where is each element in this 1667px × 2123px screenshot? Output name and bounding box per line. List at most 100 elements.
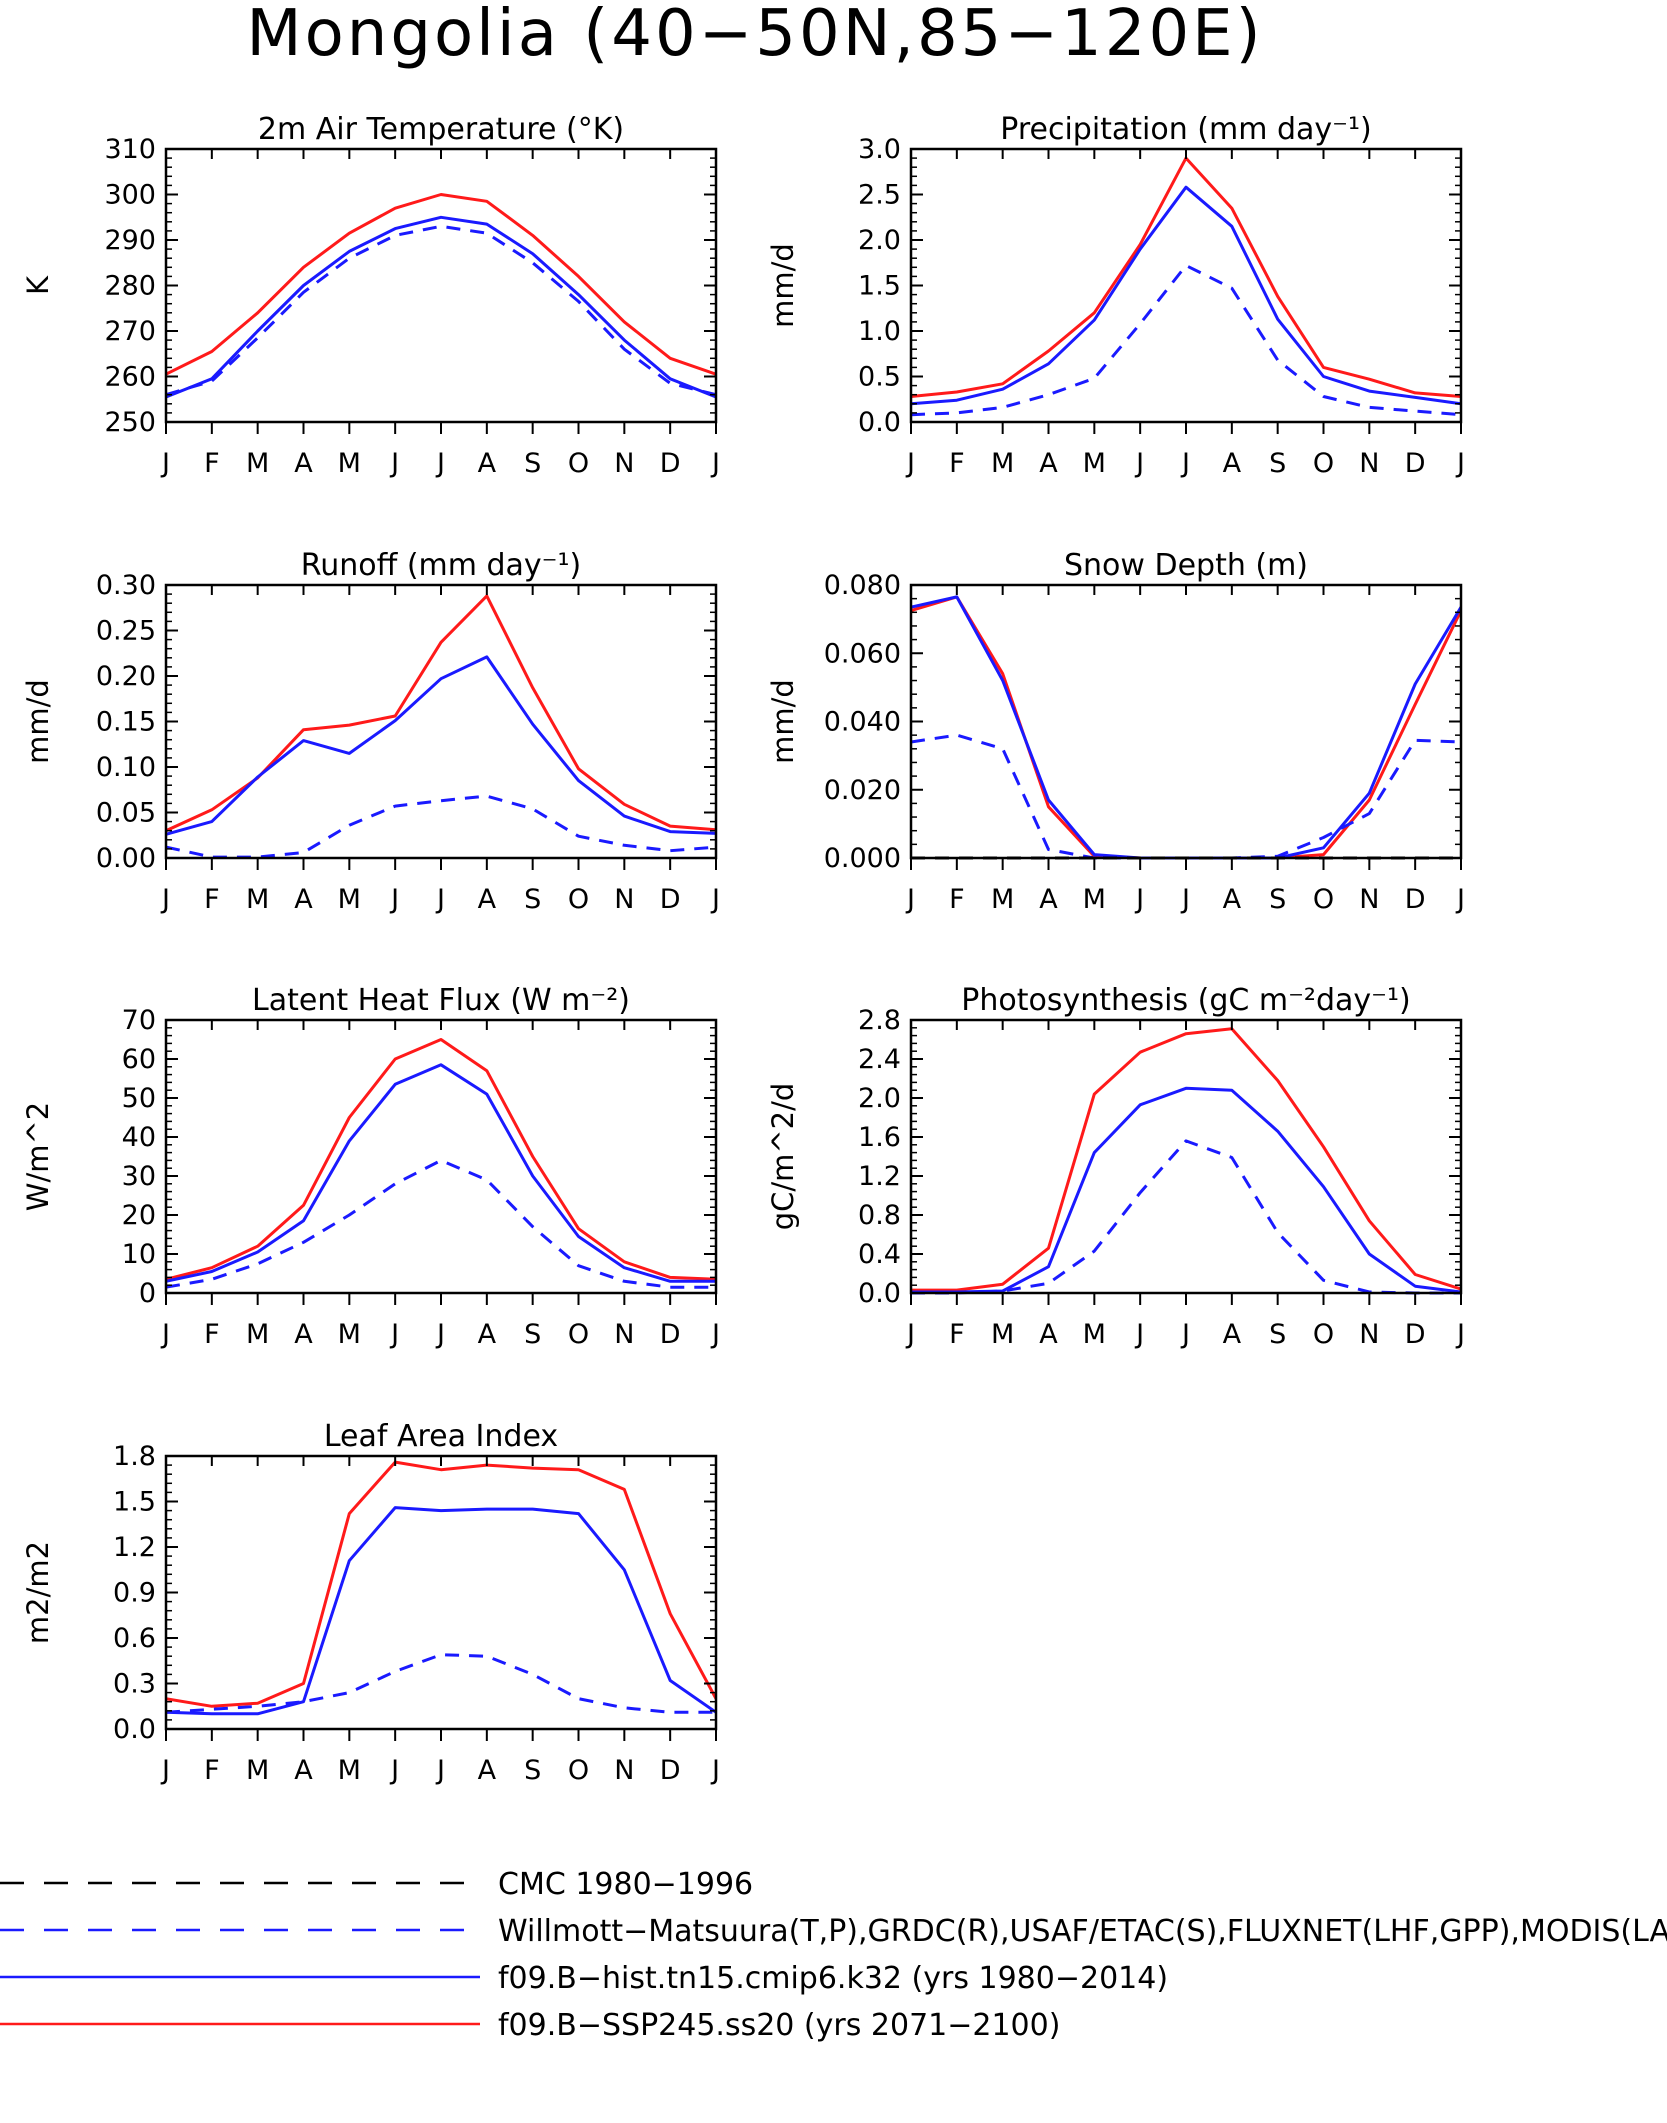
y-tick-label: 0.0 bbox=[113, 1714, 156, 1745]
x-tick-label: M bbox=[246, 1755, 269, 1786]
y-tick-label: 0 bbox=[139, 1278, 156, 1309]
x-tick-label: J bbox=[389, 1319, 399, 1350]
y-tick-label: 2.8 bbox=[858, 1005, 901, 1036]
y-tick-label: 0.15 bbox=[96, 707, 156, 738]
panel-title: Latent Heat Flux (W m⁻²) bbox=[252, 983, 630, 1018]
series-line-solid-0 bbox=[166, 193, 716, 376]
x-tick-label: J bbox=[905, 448, 915, 479]
y-axis-label: m2/m2 bbox=[21, 1541, 55, 1644]
x-tick-label: A bbox=[478, 884, 497, 915]
y-tick-label: 290 bbox=[104, 225, 156, 256]
x-tick-label: S bbox=[1269, 884, 1286, 915]
series-line-dashed-2 bbox=[166, 794, 716, 859]
y-tick-label: 0.020 bbox=[824, 775, 901, 806]
plot-frame bbox=[909, 1018, 1463, 1295]
x-tick-label: M bbox=[991, 884, 1014, 915]
y-axis-label: gC/m^2/d bbox=[766, 1083, 800, 1231]
x-tick-label: A bbox=[1223, 448, 1242, 479]
panel-runoff-mm-day: 0.000.050.100.150.200.250.30J F M A M J J A S O N D… bbox=[21, 548, 720, 915]
y-tick-label: 300 bbox=[104, 180, 156, 211]
x-tick-label: D bbox=[660, 884, 681, 915]
series-group bbox=[166, 594, 716, 859]
x-tick-label: D bbox=[660, 448, 681, 479]
y-tick-label: 0.040 bbox=[824, 707, 901, 738]
series-line-solid-1 bbox=[911, 595, 1461, 860]
y-tick-label: 30 bbox=[122, 1161, 156, 1192]
x-tick-label: F bbox=[204, 1319, 220, 1350]
x-tick-label: A bbox=[1223, 884, 1242, 915]
y-tick-label: 1.5 bbox=[858, 271, 901, 302]
x-tick-label: O bbox=[1313, 448, 1334, 479]
series-line-solid-1 bbox=[911, 1086, 1461, 1294]
plot-frame bbox=[909, 583, 1463, 860]
plot-frame bbox=[164, 583, 718, 860]
plot-frame bbox=[164, 147, 718, 424]
x-tick-label: M bbox=[1083, 884, 1106, 915]
x-tick-label: M bbox=[246, 448, 269, 479]
y-tick-label: 0.6 bbox=[113, 1623, 156, 1654]
x-tick-label: M bbox=[1083, 1319, 1106, 1350]
figure-title: Mongolia (40−50N,85−120E) bbox=[246, 0, 1263, 71]
x-tick-label: M bbox=[246, 884, 269, 915]
x-tick-label: J bbox=[389, 448, 399, 479]
y-tick-label: 0.05 bbox=[96, 798, 156, 829]
panel-title: Photosynthesis (gC m⁻²day⁻¹) bbox=[961, 983, 1410, 1018]
panel-precipitation-mm-day: 0.00.51.01.52.02.53.0J F M A M J J A S O N D JPrecip… bbox=[766, 112, 1465, 479]
x-tick-label: D bbox=[1405, 884, 1426, 915]
y-tick-label: 0.10 bbox=[96, 752, 156, 783]
x-tick-label: O bbox=[1313, 1319, 1334, 1350]
legend-label: f09.B−SSP245.ss20 (yrs 2071−2100) bbox=[498, 2008, 1060, 2043]
series-group bbox=[911, 1027, 1461, 1295]
x-tick-label: F bbox=[204, 448, 220, 479]
x-tick-label: J bbox=[905, 1319, 915, 1350]
x-tick-label: J bbox=[710, 884, 720, 915]
y-tick-label: 0.000 bbox=[824, 843, 901, 874]
x-tick-label: F bbox=[949, 884, 965, 915]
x-tick-label: N bbox=[614, 448, 634, 479]
y-tick-label: 0.3 bbox=[113, 1669, 156, 1700]
series-group bbox=[166, 1460, 716, 1716]
x-tick-label: M bbox=[246, 1319, 269, 1350]
series-line-solid-1 bbox=[166, 655, 716, 836]
y-tick-label: 1.6 bbox=[858, 1122, 901, 1153]
y-tick-label: 20 bbox=[122, 1200, 156, 1231]
x-tick-label: S bbox=[1269, 448, 1286, 479]
series-line-dashed-2 bbox=[166, 1158, 716, 1289]
x-tick-label: F bbox=[204, 1755, 220, 1786]
x-tick-label: A bbox=[294, 448, 313, 479]
series-line-solid-0 bbox=[911, 595, 1461, 860]
y-tick-label: 0.9 bbox=[113, 1578, 156, 1609]
x-tick-label: F bbox=[204, 884, 220, 915]
y-tick-label: 60 bbox=[122, 1044, 156, 1075]
x-tick-label: N bbox=[614, 1319, 634, 1350]
x-tick-label: J bbox=[1134, 1319, 1144, 1350]
x-tick-label: J bbox=[1180, 448, 1190, 479]
x-tick-label: J bbox=[1134, 884, 1144, 915]
x-tick-label: O bbox=[1313, 884, 1334, 915]
x-tick-label: M bbox=[338, 1319, 361, 1350]
y-tick-label: 1.5 bbox=[113, 1487, 156, 1518]
y-tick-label: 40 bbox=[122, 1122, 156, 1153]
x-tick-label: J bbox=[435, 448, 445, 479]
y-tick-label: 2.0 bbox=[858, 1083, 901, 1114]
x-tick-label: S bbox=[524, 1319, 541, 1350]
x-tick-label: J bbox=[710, 448, 720, 479]
series-line-dashed-2 bbox=[166, 224, 716, 397]
x-tick-label: O bbox=[568, 1319, 589, 1350]
x-tick-label: A bbox=[1039, 448, 1058, 479]
panel-title: Precipitation (mm day⁻¹) bbox=[1000, 112, 1371, 147]
y-tick-label: 0.4 bbox=[858, 1239, 901, 1270]
x-tick-label: D bbox=[1405, 448, 1426, 479]
y-axis-label: K bbox=[21, 275, 55, 295]
y-tick-label: 0.080 bbox=[824, 570, 901, 601]
y-tick-label: 50 bbox=[122, 1083, 156, 1114]
series-group bbox=[166, 1038, 716, 1289]
y-tick-label: 0.00 bbox=[96, 843, 156, 874]
x-tick-label: A bbox=[1039, 1319, 1058, 1350]
x-tick-label: S bbox=[524, 884, 541, 915]
